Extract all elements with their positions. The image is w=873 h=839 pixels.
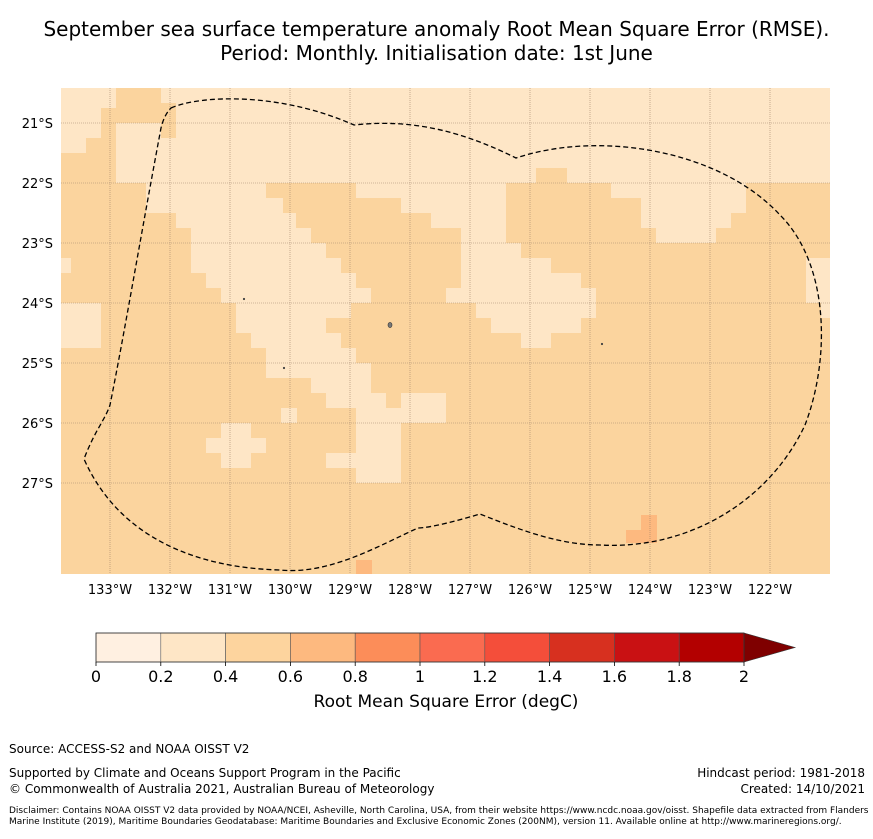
- colorbar-tick-label: 1.8: [666, 667, 692, 686]
- colorbar-segment: [160, 632, 226, 663]
- colorbar-segment: [419, 632, 486, 663]
- eez-boundary: [83, 98, 823, 572]
- mid-error-region: [356, 515, 657, 574]
- colorbar-segment: [614, 632, 680, 663]
- latitude-tick-label: 21°S: [22, 117, 53, 132]
- longitude-tick-label: 127°W: [448, 583, 492, 598]
- colorbar-segment: [290, 632, 356, 663]
- latitude-tick-label: 27°S: [22, 477, 53, 492]
- disclaimer-text: Disclaimer: Contains NOAA OISST V2 data …: [9, 806, 869, 827]
- longitude-tick-label: 122°W: [748, 583, 792, 598]
- colorbar: [95, 632, 797, 666]
- latitude-tick-label: 24°S: [22, 297, 53, 312]
- colorbar-tick-label: 1.4: [536, 667, 563, 686]
- colorbar-segment: [549, 632, 615, 663]
- longitude-tick-label: 131°W: [208, 583, 252, 598]
- island-marker: [282, 366, 286, 370]
- hindcast-period-text: Hindcast period: 1981-2018: [697, 766, 865, 780]
- colorbar-tick-label: 0.2: [148, 667, 174, 686]
- island-marker: [242, 297, 246, 301]
- map-title-line-1: September sea surface temperature anomal…: [43, 17, 830, 41]
- colorbar-tick-label: 1: [414, 667, 426, 686]
- latitude-labels: 21°S 22°S 23°S 24°S 25°S 26°S 27°S: [22, 117, 53, 492]
- colorbar-segment: [95, 632, 162, 663]
- latitude-tick-label: 22°S: [22, 177, 53, 192]
- longitude-tick-label: 128°W: [388, 583, 432, 598]
- longitude-tick-label: 126°W: [508, 583, 552, 598]
- colorbar-tick-label: 1.6: [601, 667, 628, 686]
- copyright-text: © Commonwealth of Australia 2021, Austra…: [9, 782, 435, 796]
- longitude-tick-label: 124°W: [628, 583, 672, 598]
- colorbar-tick-label: 0: [90, 667, 102, 686]
- background-error-patches: [61, 88, 567, 183]
- island-marker: [600, 342, 604, 346]
- island-marker: [387, 322, 393, 328]
- source-text: Source: ACCESS-S2 and NOAA OISST V2: [9, 742, 250, 756]
- colorbar-segment: [225, 632, 291, 663]
- colorbar-tick-label: 1.2: [472, 667, 498, 686]
- colorbar-segment: [678, 632, 745, 663]
- colorbar-tick-label: 0.4: [212, 667, 239, 686]
- support-text: Supported by Climate and Oceans Support …: [9, 766, 401, 780]
- map-figure: 21°S22°S23°S24°S25°S26°S27°S 133°W 132°W 1…: [22, 88, 830, 666]
- longitude-tick-label: 123°W: [688, 583, 732, 598]
- latitude-tick-label: 23°S: [22, 237, 53, 252]
- colorbar-segment: [484, 632, 550, 663]
- latitude-tick-label: 26°S: [22, 417, 53, 432]
- longitude-tick-label: 129°W: [328, 583, 372, 598]
- map-title-line-2: Period: Monthly. Initialisation date: 1s…: [220, 41, 653, 65]
- colorbar-title: Root Mean Square Error (degC): [313, 692, 579, 712]
- map-panel: [61, 88, 830, 574]
- islands: [242, 297, 604, 370]
- longitude-tick-label: 125°W: [568, 583, 612, 598]
- longitude-labels: 133°W 132°W 131°W 130°W 129°W 128°W 127°W 126°W…: [88, 583, 792, 598]
- longitude-tick-label: 132°W: [148, 583, 192, 598]
- colorbar-extend-arrow: [743, 632, 797, 663]
- colorbar-tick-label: 0.6: [277, 667, 304, 686]
- colorbar-tick-label: 0.8: [342, 667, 368, 686]
- colorbar-tick-label: 2: [738, 667, 750, 686]
- colorbar-segment: [354, 632, 421, 663]
- latitude-tick-label: 25°S: [22, 357, 53, 372]
- longitude-tick-label: 133°W: [88, 583, 132, 598]
- longitude-tick-label: 130°W: [268, 583, 312, 598]
- created-date-text: Created: 14/10/2021: [740, 782, 865, 796]
- map-gridlines: [61, 88, 830, 574]
